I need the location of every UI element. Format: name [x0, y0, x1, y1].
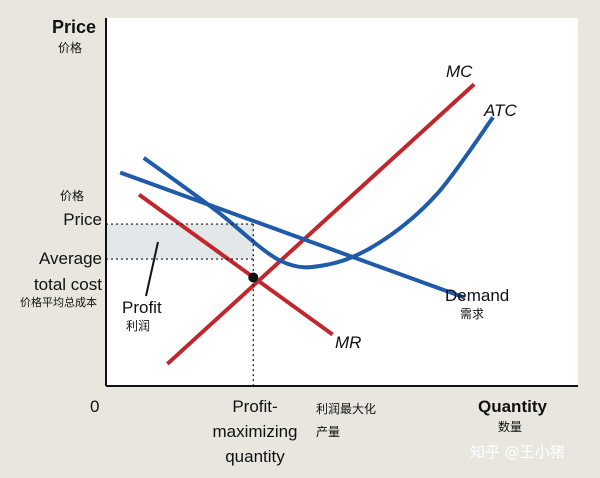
profit-label: Profit — [122, 298, 162, 317]
price-label: Price — [63, 210, 102, 229]
origin-label: 0 — [90, 397, 99, 416]
avg-cost-label-cn: 价格平均总成本 — [20, 295, 97, 309]
quantity-label-cn1: 利润最大化 — [316, 402, 376, 416]
quantity-label-line2: maximizing — [212, 422, 297, 441]
optimum-point — [248, 272, 259, 283]
avg-cost-label-line1: Average — [39, 249, 102, 268]
quantity-label-line3: quantity — [225, 447, 285, 466]
mr-curve — [137, 193, 334, 337]
demand-label: Demand — [445, 286, 509, 305]
atc-curve — [142, 116, 495, 270]
x-axis-title-cn: 数量 — [498, 419, 522, 434]
x-axis-title: Quantity — [478, 397, 547, 416]
y-axis-title: Price — [52, 17, 96, 37]
avg-cost-label-line2: total cost — [34, 275, 102, 294]
profit-label-cn: 利润 — [126, 319, 150, 333]
quantity-label-line1: Profit- — [232, 397, 277, 416]
mc-label: MC — [446, 62, 473, 81]
y-axis-title-cn: 价格 — [58, 40, 82, 55]
profit-pointer — [145, 241, 159, 297]
profit-area — [106, 224, 254, 260]
quantity-label-cn2: 产量 — [316, 425, 340, 439]
price-label-cn: 价格 — [60, 188, 84, 203]
atc-label: ATC — [483, 101, 517, 120]
mc-curve — [166, 82, 476, 366]
demand-curve — [119, 170, 466, 300]
watermark: 知乎 @王小猪 — [470, 443, 565, 461]
mr-label: MR — [335, 333, 361, 352]
curves — [119, 82, 495, 366]
plot-area — [106, 18, 578, 386]
demand-label-cn: 需求 — [460, 307, 484, 321]
